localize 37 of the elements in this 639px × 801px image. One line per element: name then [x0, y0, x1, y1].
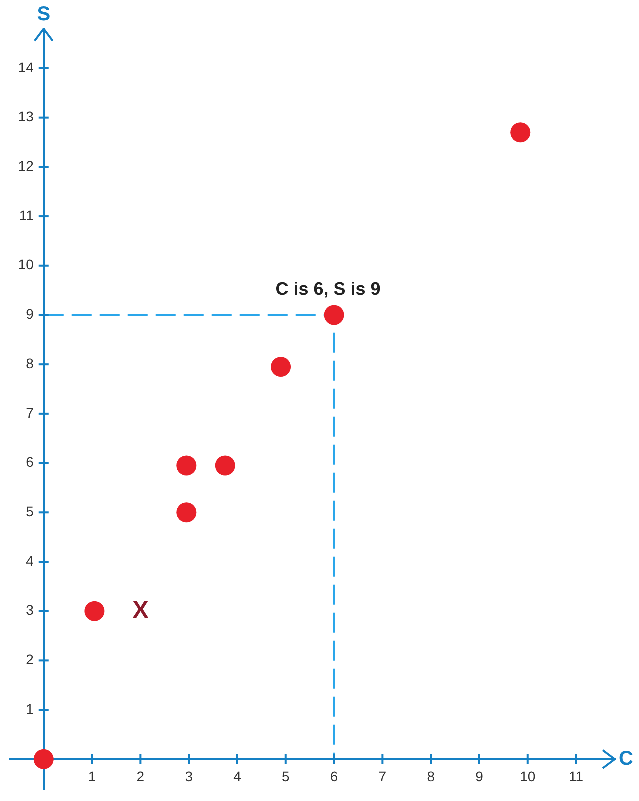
point — [271, 357, 292, 378]
x-tick-label: 10 — [520, 768, 536, 785]
point — [215, 456, 236, 476]
point — [176, 456, 197, 476]
point — [510, 122, 531, 143]
annotation: X — [132, 596, 149, 624]
y-tick-label: 7 — [26, 404, 34, 421]
x-tick-label: 9 — [476, 768, 484, 785]
y-tick-label: 4 — [26, 552, 34, 569]
y-tick-label: 10 — [18, 256, 34, 273]
y-tick-label: 11 — [19, 207, 34, 224]
point — [176, 502, 197, 523]
y-tick-label: 6 — [26, 454, 34, 470]
y-tick-label: 9 — [26, 306, 34, 322]
x-tick-label: 5 — [282, 768, 290, 785]
y-tick-label: 3 — [26, 602, 34, 618]
x-tick-label: 11 — [569, 768, 584, 785]
point — [324, 305, 344, 326]
y-tick-label: 8 — [26, 355, 34, 372]
y-tick-label: 12 — [18, 158, 34, 174]
y-tick-label: 14 — [18, 59, 34, 76]
y-tick-label: 5 — [26, 503, 34, 520]
x-tick-label: 4 — [234, 768, 242, 785]
x-tick-label: 1 — [88, 768, 96, 785]
point — [84, 601, 105, 622]
x-tick-label: 2 — [136, 768, 145, 785]
y-tick-label: 1 — [26, 700, 34, 717]
x-axis-title: C — [619, 748, 634, 770]
y-axis-title: S — [37, 4, 51, 26]
y-tick-label: 2 — [26, 652, 34, 668]
y-tick-label: 13 — [18, 108, 34, 125]
x-tick-label: 3 — [185, 768, 194, 785]
point — [34, 749, 54, 770]
x-tick-label: 7 — [378, 768, 387, 785]
x-tick-label: 6 — [330, 768, 338, 785]
x-tick-label: 8 — [427, 768, 436, 785]
annotation: C is 6, S is 9 — [276, 279, 381, 300]
